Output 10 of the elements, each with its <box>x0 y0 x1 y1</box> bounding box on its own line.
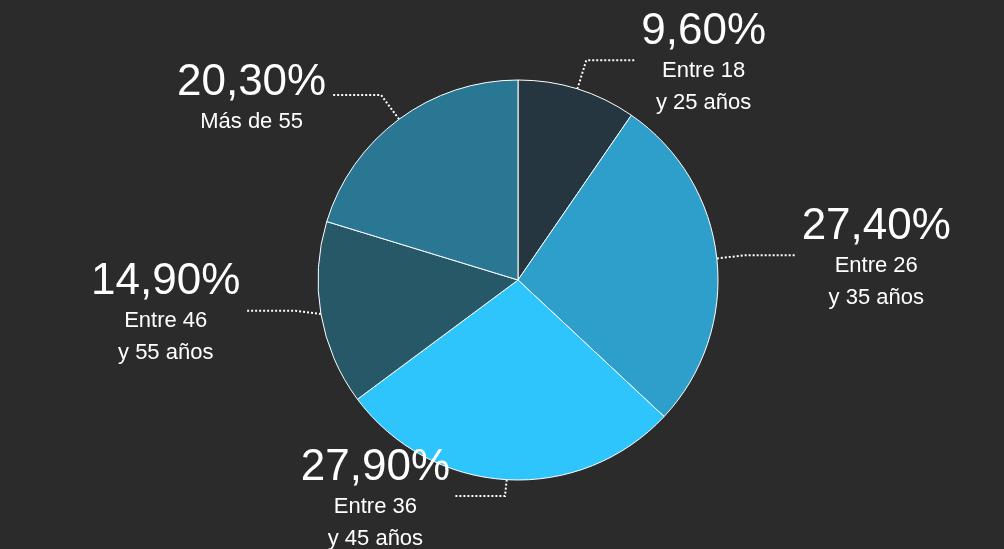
data-label: 20,30% <box>176 54 327 104</box>
slice-label: Entre 46 y 55 años <box>118 307 214 365</box>
data-label: 27,40% <box>801 198 951 248</box>
slice-label: Entre 36 y 45 años <box>327 492 424 549</box>
slice-label: Entre 26 y 35 años <box>828 251 924 309</box>
slice-label: Más de 55 <box>200 107 303 133</box>
data-label: 27,90% <box>300 439 451 489</box>
data-label: 9,60% <box>641 3 767 53</box>
data-label: 14,90% <box>91 254 241 304</box>
slice-label: Entre 18 y 25 años <box>655 56 752 114</box>
